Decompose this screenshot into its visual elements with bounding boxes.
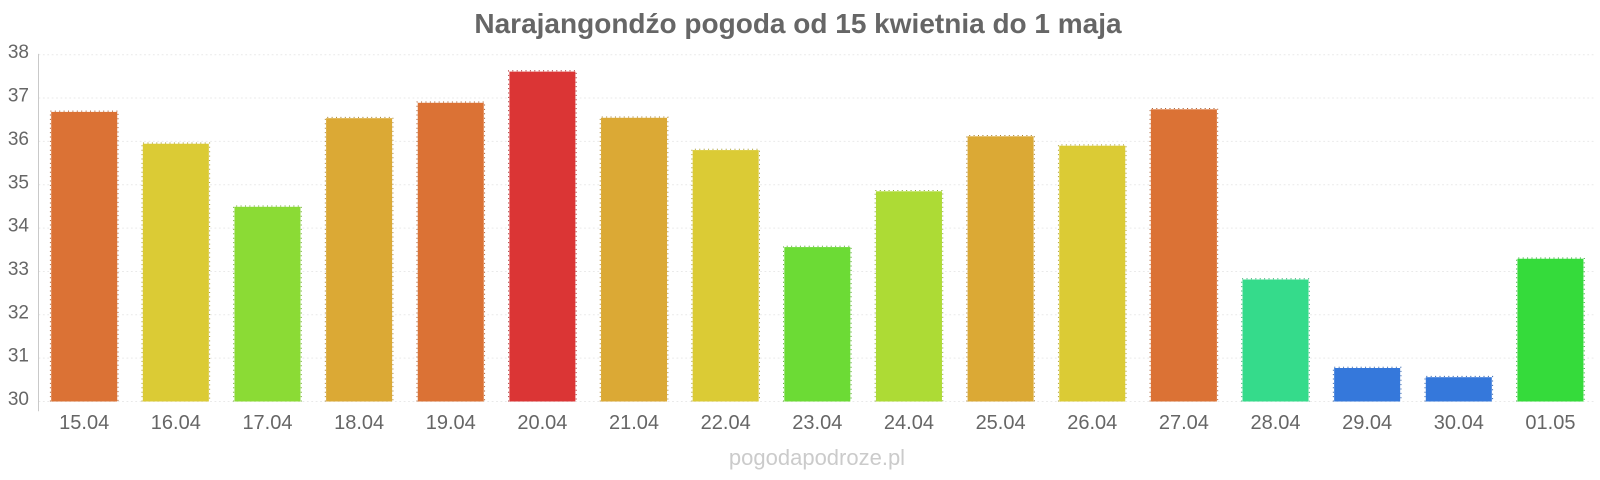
svg-text:25.04: 25.04 xyxy=(976,412,1026,434)
svg-text:20.04: 20.04 xyxy=(517,412,567,434)
svg-text:19.04: 19.04 xyxy=(426,412,476,434)
svg-text:38: 38 xyxy=(8,42,29,63)
svg-text:27.04: 27.04 xyxy=(1159,412,1209,434)
svg-text:01.05: 01.05 xyxy=(1525,412,1575,434)
svg-text:Narajangondźo pogoda od 15 kwi: Narajangondźo pogoda od 15 kwietnia do 1… xyxy=(474,8,1122,39)
svg-text:30.04: 30.04 xyxy=(1434,412,1484,434)
svg-text:28.04: 28.04 xyxy=(1250,412,1300,434)
svg-text:pogodapodroze.pl: pogodapodroze.pl xyxy=(729,445,905,470)
svg-text:34: 34 xyxy=(8,216,30,237)
svg-text:36: 36 xyxy=(8,129,29,150)
svg-text:18.04: 18.04 xyxy=(334,412,384,434)
svg-text:16.04: 16.04 xyxy=(151,412,201,434)
svg-text:32: 32 xyxy=(8,302,29,323)
svg-text:24.04: 24.04 xyxy=(884,412,934,434)
svg-text:30: 30 xyxy=(8,389,29,410)
svg-text:37: 37 xyxy=(8,86,29,107)
svg-text:17.04: 17.04 xyxy=(242,412,292,434)
svg-text:31: 31 xyxy=(8,346,29,367)
svg-text:33: 33 xyxy=(8,259,29,280)
svg-text:23.04: 23.04 xyxy=(792,412,842,434)
svg-text:21.04: 21.04 xyxy=(609,412,659,434)
svg-text:15.04: 15.04 xyxy=(59,412,109,434)
svg-text:22.04: 22.04 xyxy=(701,412,751,434)
svg-text:29.04: 29.04 xyxy=(1342,412,1392,434)
svg-text:26.04: 26.04 xyxy=(1067,412,1117,434)
svg-text:35: 35 xyxy=(8,172,29,193)
